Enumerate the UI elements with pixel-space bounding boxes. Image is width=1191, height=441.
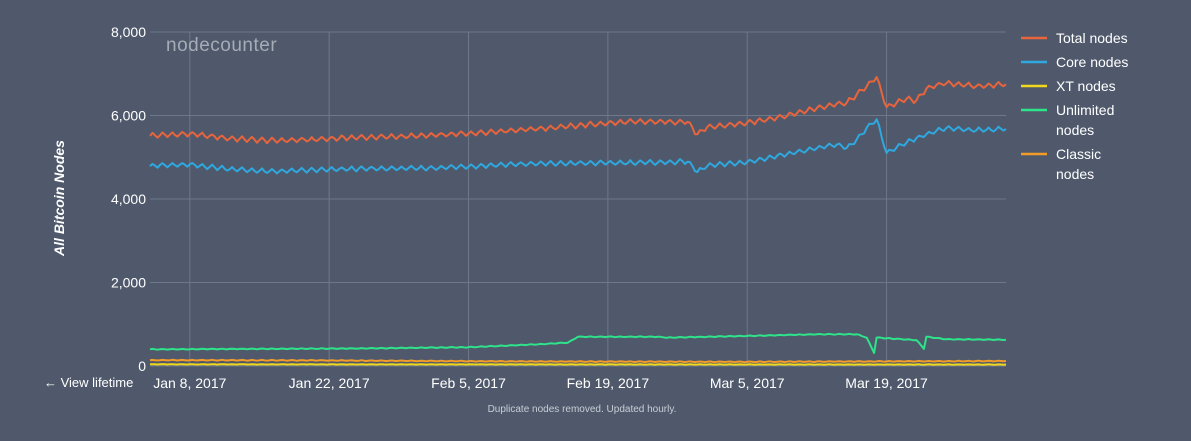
- legend-label: Total nodes: [1056, 30, 1128, 46]
- nodecounter-logo: nodecounter: [166, 35, 277, 56]
- series-line-classic-nodes: [149, 358, 1007, 364]
- footer-note: Duplicate nodes removed. Updated hourly.: [488, 404, 677, 415]
- series-line-unlimited-nodes: [149, 332, 1007, 354]
- series-line-core-nodes: [149, 118, 1007, 175]
- grid: [150, 31, 1006, 367]
- x-tick-label: Mar 19, 2017: [845, 375, 928, 391]
- legend-item-total-nodes[interactable]: Total nodes: [1021, 30, 1128, 46]
- legend: Total nodes Core nodes XT nodes Unlimited no…: [1021, 30, 1128, 182]
- series-lines: [149, 76, 1007, 366]
- x-axis: Jan 8, 2017 Jan 22, 2017 Feb 5, 2017 Feb 19…: [153, 375, 928, 391]
- y-tick-label: 0: [138, 358, 146, 374]
- watermark-text: nodecounter: [166, 35, 277, 56]
- x-tick-label: Jan 8, 2017: [153, 375, 226, 391]
- y-tick-label: 6,000: [111, 108, 146, 124]
- x-tick-label: Feb 5, 2017: [431, 375, 506, 391]
- legend-item-xt-nodes[interactable]: XT nodes: [1021, 78, 1116, 94]
- x-tick-label: Feb 19, 2017: [567, 375, 650, 391]
- legend-item-classic-nodes[interactable]: Classic nodes: [1021, 146, 1101, 182]
- y-tick-label: 2,000: [111, 275, 146, 291]
- x-tick-label: Mar 5, 2017: [710, 375, 785, 391]
- legend-label: XT nodes: [1056, 78, 1116, 94]
- y-tick-label: 4,000: [111, 191, 146, 207]
- y-axis-label: All Bitcoin Nodes: [51, 140, 67, 257]
- y-tick-label: 8,000: [111, 24, 146, 40]
- legend-label: Core nodes: [1056, 54, 1128, 70]
- y-axis: 0 2,000 4,000 6,000 8,000: [111, 24, 146, 374]
- view-lifetime-link[interactable]: ← View lifetime: [44, 375, 134, 390]
- legend-label: Unlimited nodes: [1056, 102, 1114, 138]
- series-line-xt-nodes: [149, 363, 1007, 366]
- x-tick-label: Jan 22, 2017: [289, 375, 370, 391]
- series-line-total-nodes: [149, 76, 1007, 145]
- legend-item-core-nodes[interactable]: Core nodes: [1021, 54, 1128, 70]
- legend-item-unlimited-nodes[interactable]: Unlimited nodes: [1021, 102, 1114, 138]
- legend-label: Classic nodes: [1056, 146, 1101, 182]
